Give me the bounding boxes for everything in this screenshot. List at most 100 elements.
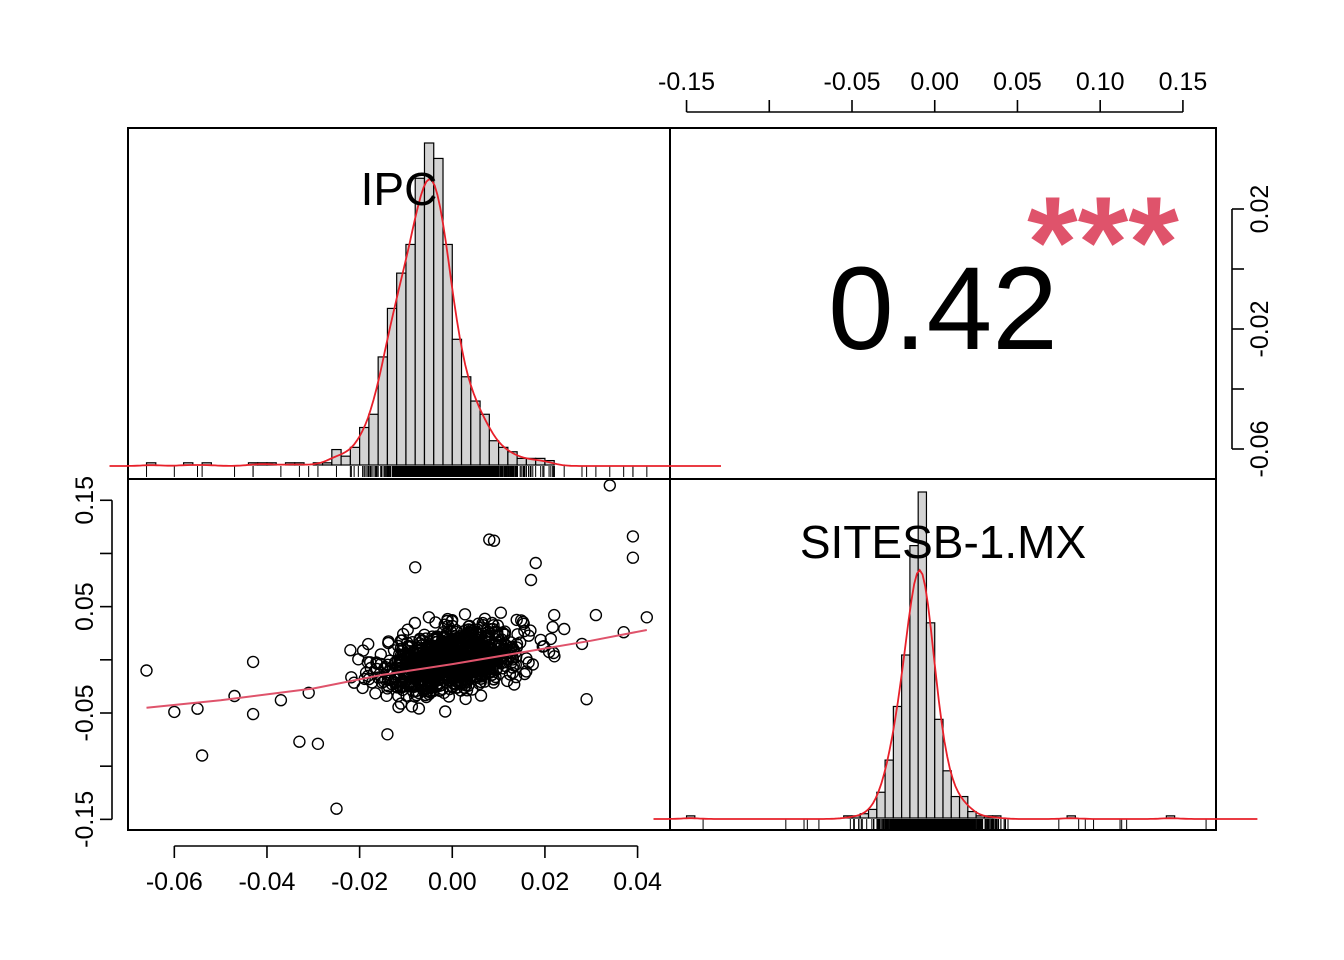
scatter-point bbox=[364, 656, 377, 669]
axis-top-tick-label: 0.05 bbox=[993, 68, 1042, 96]
scatter-point bbox=[483, 635, 496, 648]
ipc-hist-bar bbox=[405, 243, 416, 466]
scatter-point bbox=[311, 737, 325, 750]
scatter-point bbox=[508, 678, 521, 691]
ipc-hist-bar bbox=[368, 413, 379, 466]
scatter-point bbox=[408, 616, 422, 630]
scatter-point bbox=[408, 690, 422, 703]
scatter-point bbox=[392, 700, 405, 714]
scatter-point bbox=[352, 653, 365, 666]
scatter-point bbox=[228, 689, 241, 703]
axis-left-tick-label: 0.15 bbox=[71, 476, 99, 525]
axis-right-tick-label: 0.02 bbox=[1246, 185, 1274, 234]
scatter-smoother bbox=[146, 629, 647, 709]
scatter-point bbox=[449, 648, 462, 661]
sitesb-hist-bar bbox=[876, 791, 886, 819]
scatter-point bbox=[412, 702, 426, 715]
axis-left-tick-label: -0.05 bbox=[71, 685, 99, 742]
scatter-point bbox=[380, 689, 393, 702]
scatter-point bbox=[458, 633, 472, 646]
scatter-point bbox=[401, 655, 414, 669]
sitesb-variable-label: SITESB-1.MX bbox=[800, 516, 1086, 568]
correlation-value: 0.42 bbox=[828, 243, 1058, 375]
scatter-point bbox=[394, 697, 408, 710]
sitesb-hist-bar bbox=[884, 759, 894, 819]
scatter-point bbox=[458, 608, 472, 621]
sitesb-density-curve bbox=[653, 568, 1258, 820]
scatter-point bbox=[369, 687, 382, 700]
axis-top-tick-label: -0.05 bbox=[824, 68, 881, 96]
ipc-variable-label: IPC bbox=[361, 163, 438, 215]
scatter-point bbox=[474, 689, 488, 702]
ipc-histogram-bars bbox=[145, 142, 555, 466]
scatter-point bbox=[399, 648, 412, 661]
scatter-point bbox=[603, 479, 616, 492]
scatter-point bbox=[438, 618, 451, 631]
axis-top-tick-label: 0.00 bbox=[910, 68, 959, 96]
ipc-hist-bar bbox=[396, 272, 407, 466]
scatter-point bbox=[191, 702, 204, 715]
scatter-point bbox=[409, 561, 422, 574]
ipc-hist-bar bbox=[349, 446, 361, 466]
scatter-point bbox=[487, 534, 501, 547]
scatter-point bbox=[626, 530, 640, 543]
scatter-points bbox=[140, 479, 653, 815]
scatter-point bbox=[487, 673, 500, 686]
scatter-point bbox=[422, 611, 436, 624]
sitesb-hist-bar bbox=[934, 718, 944, 819]
scatter-point bbox=[416, 642, 429, 655]
sitesb-rug bbox=[702, 819, 1207, 830]
scatter-point bbox=[274, 694, 288, 707]
scatter-point bbox=[140, 664, 153, 677]
scatter-point bbox=[344, 644, 357, 657]
axis-top-tick-label: -0.15 bbox=[658, 68, 715, 96]
scatter-point bbox=[558, 622, 571, 636]
scatter-point bbox=[471, 623, 484, 636]
scatter-point bbox=[461, 667, 474, 680]
scatter-point bbox=[463, 665, 476, 679]
scatter-point bbox=[494, 606, 507, 619]
axis-top-tick-label: 0.10 bbox=[1076, 68, 1125, 96]
scatter-point bbox=[356, 681, 369, 695]
axis-bottom-tick-label: -0.04 bbox=[238, 868, 295, 896]
scatter-point bbox=[394, 668, 407, 681]
scatter-point bbox=[460, 631, 473, 644]
scatter-point bbox=[526, 658, 539, 671]
ipc-density-curve bbox=[109, 178, 721, 467]
ipc-hist-bar bbox=[516, 457, 527, 466]
scatter-point bbox=[293, 735, 306, 748]
ipc-hist-bar bbox=[414, 177, 426, 466]
ipc-hist-bar bbox=[340, 455, 351, 466]
sitesb-hist-bar bbox=[867, 808, 878, 819]
axis-left: -0.15 -0.05 0.05 0.15 bbox=[71, 476, 113, 848]
axis-right-tick-label: -0.06 bbox=[1246, 421, 1274, 478]
scatter-point bbox=[389, 656, 402, 669]
scatter-point bbox=[415, 654, 428, 668]
scatter-point bbox=[451, 681, 464, 694]
sitesb-density-line bbox=[653, 568, 1258, 820]
scatter-point bbox=[439, 705, 452, 718]
axis-left-tick-label: -0.15 bbox=[71, 791, 99, 848]
scatter-point bbox=[487, 619, 500, 632]
axis-bottom-tick-label: 0.04 bbox=[613, 868, 662, 896]
scatter-point bbox=[330, 802, 343, 815]
scatter-point bbox=[302, 686, 315, 699]
axis-bottom-tick-label: -0.02 bbox=[331, 868, 388, 896]
scatter-point bbox=[395, 658, 408, 671]
scatter-point bbox=[520, 652, 533, 665]
scatter-point bbox=[520, 665, 533, 678]
scatter-point bbox=[432, 644, 446, 658]
scatter-point bbox=[246, 655, 260, 669]
smoother-line bbox=[146, 629, 647, 709]
scatter-point bbox=[499, 656, 513, 669]
scatter-point bbox=[393, 655, 406, 668]
ipc-hist-bar bbox=[479, 413, 490, 466]
axis-top-tick-label: 0.15 bbox=[1159, 68, 1208, 96]
axis-bottom: -0.06 -0.04 -0.02 0.00 0.02 0.04 bbox=[146, 845, 662, 896]
scatter-point bbox=[617, 626, 630, 639]
scatter-point bbox=[515, 614, 528, 627]
axis-bottom-tick-label: -0.06 bbox=[146, 868, 203, 896]
scatter-point bbox=[542, 645, 556, 659]
scatter-point bbox=[534, 633, 547, 647]
